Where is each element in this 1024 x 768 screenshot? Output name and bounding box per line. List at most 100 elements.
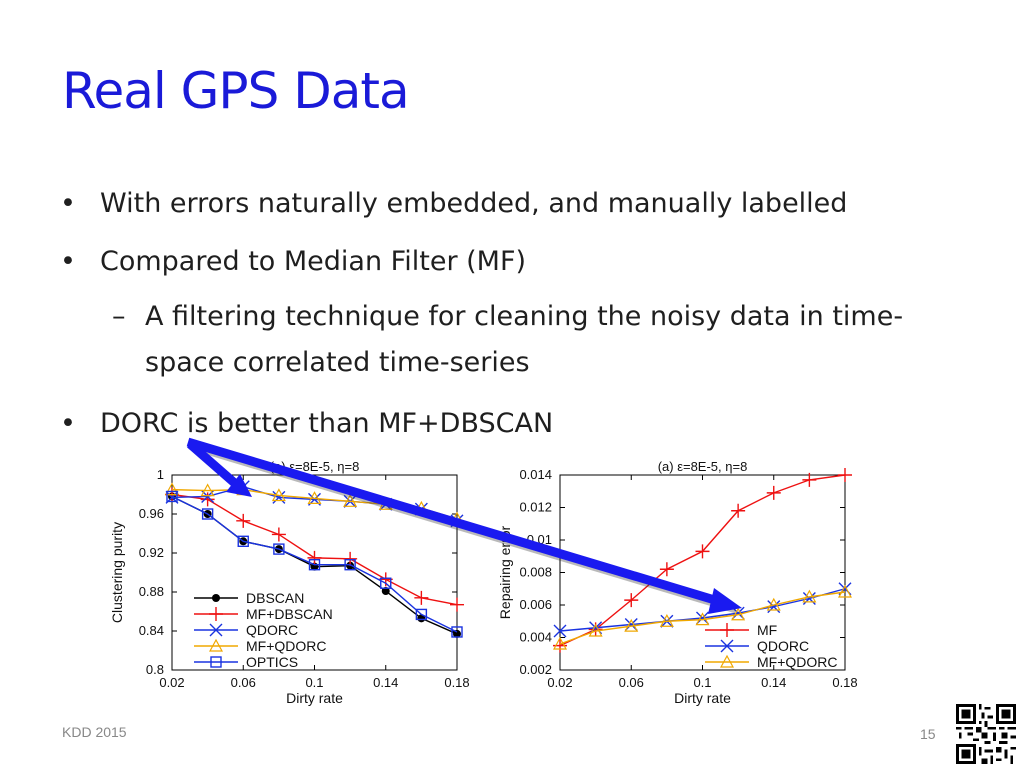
legend-item: MF+DBSCAN	[194, 606, 333, 622]
legend-marker	[719, 654, 735, 668]
data-point	[417, 614, 426, 623]
y-tick-label: 0.012	[519, 500, 552, 515]
x-tick-label: 0.14	[761, 675, 786, 690]
series-optics	[166, 490, 463, 638]
data-point	[802, 589, 817, 603]
legend-marker	[720, 623, 734, 637]
bullet-text: With errors naturally embedded, and manu…	[100, 188, 848, 219]
data-point	[201, 508, 214, 520]
legend-marker	[210, 656, 222, 668]
y-tick-label: 0.92	[139, 545, 164, 560]
data-point	[838, 468, 852, 482]
bullet-text: DORC is better than MF+DBSCAN	[100, 408, 554, 439]
data-point	[343, 551, 358, 566]
data-point	[553, 624, 567, 638]
x-tick-label: 0.02	[547, 675, 572, 690]
data-point	[200, 492, 215, 507]
sub-bullet-text: A filtering technique for cleaning the n…	[145, 301, 904, 378]
legend-marker	[720, 639, 734, 653]
x-tick-label: 0.1	[305, 675, 323, 690]
x-tick-label: 0.1	[693, 675, 711, 690]
x-axis-label: Dirty rate	[286, 690, 343, 706]
x-tick-label: 0.06	[619, 675, 644, 690]
legend-label: QDORC	[757, 638, 809, 654]
series-line	[171, 495, 458, 633]
y-tick-label: 0.84	[139, 623, 164, 638]
x-tick-label: 0.02	[159, 675, 184, 690]
legend-item: QDORC	[194, 622, 298, 638]
data-point	[731, 607, 746, 621]
arrow-to-dbscan-point	[187, 440, 252, 497]
x-tick-label: 0.18	[832, 675, 857, 690]
y-tick-label: 0.8	[146, 662, 164, 677]
data-point	[380, 577, 392, 589]
y-axis-label: Clustering purity	[109, 522, 125, 623]
data-point	[624, 593, 639, 608]
series-mf-qdorc	[552, 584, 853, 650]
data-point	[588, 623, 603, 637]
x-tick-label: 0.06	[231, 675, 256, 690]
legend-item: QDORC	[705, 638, 809, 654]
data-point	[451, 626, 463, 638]
data-point	[200, 483, 215, 497]
legend-label: MF+QDORC	[757, 654, 838, 670]
data-point	[164, 482, 180, 496]
footer-conference: KDD 2015	[62, 724, 127, 740]
x-tick-label: 0.14	[373, 675, 398, 690]
data-point	[414, 590, 429, 605]
bullet-dot-icon: •	[60, 246, 76, 277]
page-number: 15	[920, 726, 936, 742]
bullet-dot-icon: •	[60, 408, 76, 439]
data-point	[450, 597, 464, 612]
bullet-text: Compared to Median Filter (MF)	[100, 246, 527, 277]
legend-item: MF+QDORC	[705, 654, 838, 670]
data-point	[837, 584, 853, 598]
chart-title: (a) ε=8E-5, η=8	[658, 459, 748, 474]
data-point	[343, 494, 358, 507]
legend-item: MF	[705, 622, 777, 638]
y-tick-label: 0.014	[519, 467, 552, 482]
legend-label: QDORC	[246, 622, 298, 638]
slide-title: Real GPS Data	[62, 62, 410, 120]
data-point	[271, 488, 286, 502]
data-point	[415, 608, 428, 621]
data-point	[308, 558, 321, 571]
legend-label: OPTICS	[246, 654, 298, 670]
data-point	[552, 636, 568, 650]
legend-marker	[212, 594, 220, 602]
legend-item: DBSCAN	[194, 590, 304, 606]
data-point	[307, 491, 322, 505]
data-point	[695, 612, 710, 626]
legend-label: MF+DBSCAN	[246, 606, 333, 622]
data-point	[695, 544, 710, 559]
data-point	[766, 597, 781, 611]
data-point	[166, 490, 178, 503]
data-point	[381, 587, 390, 596]
data-point	[236, 513, 251, 528]
data-point	[624, 618, 639, 632]
data-point	[659, 613, 674, 627]
data-point	[237, 535, 249, 548]
y-tick-label: 0.96	[139, 506, 164, 521]
legend-label: MF+QDORC	[246, 638, 327, 654]
y-tick-label: 0.88	[139, 584, 164, 599]
repairing-error-chart: 0.02 0.06 0.1 0.14 0.18 0.002 0.004 0.006 0.008 0…	[497, 459, 858, 706]
y-tick-label: 0.006	[519, 597, 552, 612]
arrow-to-mf-point	[186, 437, 742, 614]
legend-marker	[209, 623, 223, 637]
y-axis-label: Repairing error	[497, 525, 513, 619]
data-point	[272, 490, 286, 504]
legend-marker	[208, 638, 224, 652]
qr-code-icon	[956, 704, 1016, 764]
bullet-dot-icon: •	[60, 188, 76, 219]
data-point	[344, 558, 356, 571]
data-point	[271, 527, 286, 542]
y-tick-label: 1	[157, 467, 164, 482]
data-point	[453, 629, 461, 638]
data-point	[731, 503, 746, 518]
data-point	[767, 600, 781, 614]
legend-item: OPTICS	[194, 654, 298, 670]
